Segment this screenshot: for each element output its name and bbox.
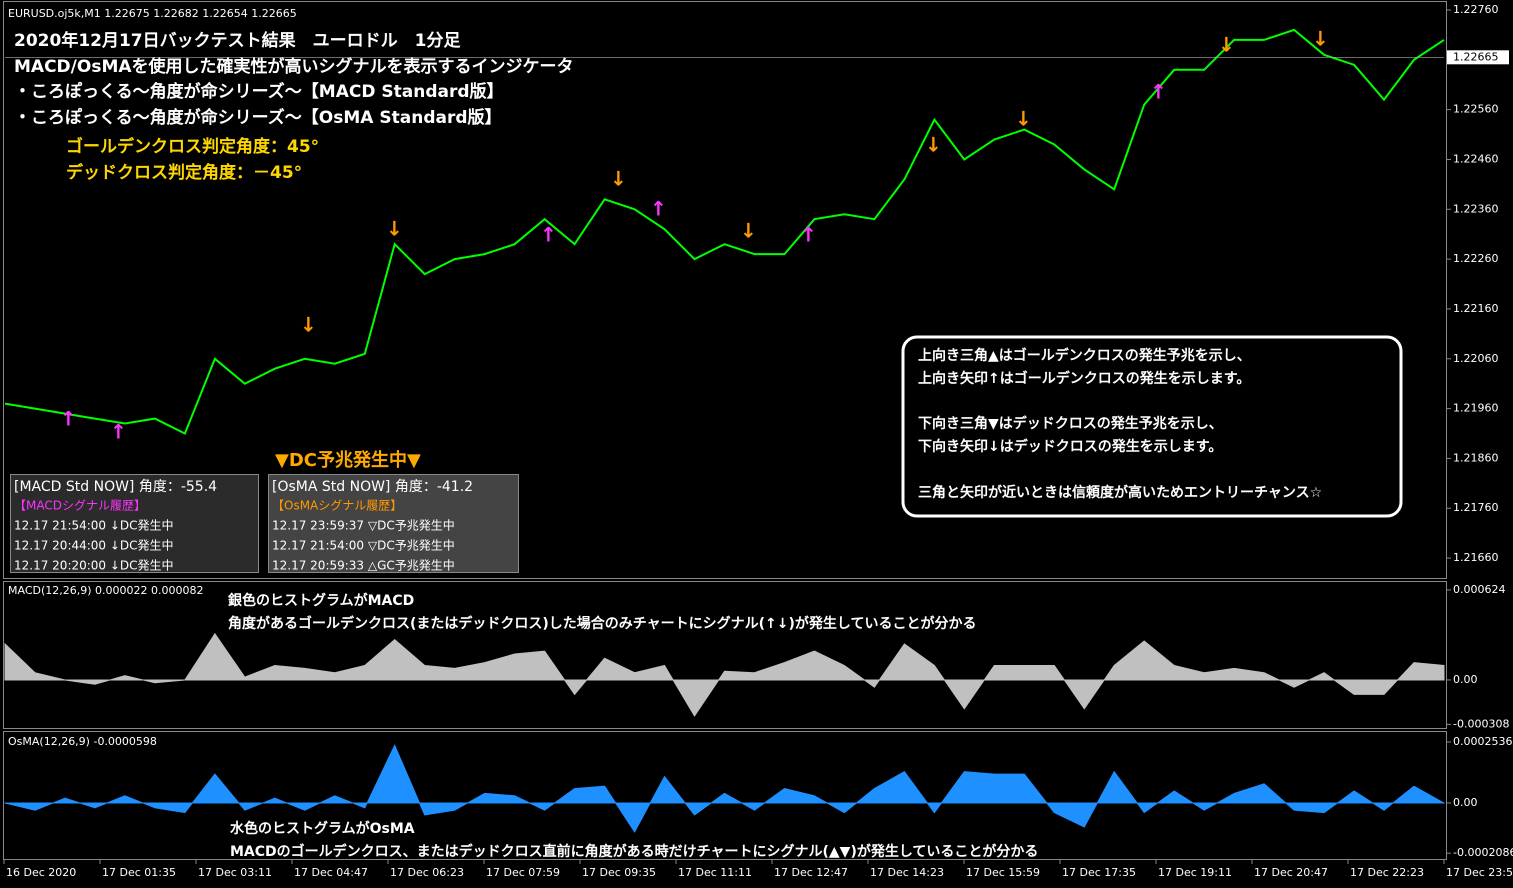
y-tick-label: 1.22160 xyxy=(1453,302,1499,315)
up-arrow: ↑ xyxy=(60,407,77,431)
info-row: 12.17 20:59:33 △GC予兆発生中 xyxy=(272,558,455,573)
panel-annotation: 水色のヒストグラムがOsMA xyxy=(230,820,415,837)
x-tick-label: 17 Dec 22:23 xyxy=(1350,866,1424,879)
x-tick-label: 17 Dec 06:23 xyxy=(390,866,464,879)
y-tick-label: 1.22760 xyxy=(1453,3,1499,16)
up-arrow: ↑ xyxy=(800,223,817,247)
y-tick-label: 1.22060 xyxy=(1453,352,1499,365)
x-tick-label: 17 Dec 23:5 xyxy=(1446,866,1513,879)
panel-annotation: 銀色のヒストグラムがMACD xyxy=(228,592,414,609)
angle-note: デッドクロス判定角度：－45° xyxy=(66,162,302,183)
down-arrow: ↓ xyxy=(740,219,757,243)
up-arrow: ↑ xyxy=(1150,80,1167,104)
panel-annotation: MACDのゴールデンクロス、またはデッドクロス直前に角度がある時だけチャートにシ… xyxy=(230,843,1038,860)
x-tick-label: 17 Dec 20:47 xyxy=(1254,866,1328,879)
x-tick-label: 17 Dec 01:35 xyxy=(102,866,176,879)
x-tick-label: 17 Dec 03:11 xyxy=(198,866,272,879)
down-arrow: ↓ xyxy=(610,167,627,191)
y-tick-label: 1.21960 xyxy=(1453,402,1499,415)
info-subheader: 【OsMAシグナル履歴】 xyxy=(272,499,402,513)
info-row: 12.17 20:20:00 ↓DC発生中 xyxy=(14,558,174,573)
info-header: [MACD Std NOW] 角度：-55.4 xyxy=(14,479,217,495)
panel-label: OsMA(12,26,9) -0.0000598 xyxy=(8,735,157,748)
y-tick-label: -0.0002086 xyxy=(1453,846,1513,859)
down-arrow: ↓ xyxy=(925,133,942,157)
x-tick-label: 17 Dec 17:35 xyxy=(1062,866,1136,879)
y-tick-label: 1.21660 xyxy=(1453,551,1499,564)
explanation-box xyxy=(901,335,1403,518)
signal-icons: ↑ ↑ ↓ ↓ ↑ ↓ ↑ ↓ ↑ ↓ ↓ ↑ ↓ ↓ xyxy=(60,27,1329,444)
up-arrow: ↑ xyxy=(110,420,127,444)
price-panel-frame xyxy=(3,1,1447,579)
explanation-line: 上向き矢印↑はゴールデンクロスの発生を示します。 xyxy=(918,370,1250,387)
info-row: 12.17 21:54:00 ↓DC発生中 xyxy=(14,518,174,533)
info-row: 12.17 21:54:00 ▽DC予兆発生中 xyxy=(272,538,455,553)
histogram xyxy=(4,632,1445,717)
y-tick-label: 0.00 xyxy=(1453,673,1478,686)
x-tick-label: 17 Dec 09:35 xyxy=(582,866,656,879)
x-tick-label: 17 Dec 12:47 xyxy=(774,866,848,879)
macd-info-box xyxy=(10,474,259,573)
x-tick-label: 16 Dec 2020 xyxy=(6,866,76,879)
x-tick-label: 17 Dec 19:11 xyxy=(1158,866,1232,879)
current-price-label: 1.22665 xyxy=(1453,50,1499,63)
panel-label: MACD(12,26,9) 0.000022 0.000082 xyxy=(8,584,204,597)
down-arrow: ↓ xyxy=(1218,33,1235,57)
down-arrow: ↓ xyxy=(386,217,403,241)
note-line: ・ころぽっくる～角度が命シリーズ～【OsMA Standard版】 xyxy=(14,107,502,128)
osma-panel-frame xyxy=(3,731,1447,860)
osma-info-box xyxy=(268,474,519,573)
symbol-header: EURUSD.oj5k,M1 1.22675 1.22682 1.22654 1… xyxy=(8,7,297,20)
y-tick-label: 0.000624 xyxy=(1453,583,1506,596)
y-tick-label: -0.000308 xyxy=(1453,717,1509,730)
explanation-line: 上向き三角▲はゴールデンクロスの発生予兆を示し、 xyxy=(918,347,1251,364)
x-tick-label: 17 Dec 11:11 xyxy=(678,866,752,879)
explanation-line: 三角と矢印が近いときは信頼度が高いためエントリーチャンス☆ xyxy=(918,484,1322,501)
panel-annotation: 角度があるゴールデンクロス(またはデッドクロス)した場合のみチャートにシグナル(… xyxy=(228,615,977,632)
down-arrow: ↓ xyxy=(1312,27,1329,51)
up-arrow: ↑ xyxy=(650,197,667,221)
price-line xyxy=(4,28,1445,435)
x-tick-label: 17 Dec 15:59 xyxy=(966,866,1040,879)
dc-banner: ▼DC予兆発生中▼ xyxy=(275,449,421,471)
down-arrow: ↓ xyxy=(1015,107,1032,131)
histogram xyxy=(4,744,1445,833)
plots: 1.22760 1.22560 1.22460 1.22360 1.22260 1.221… xyxy=(3,3,1513,879)
note-line: 2020年12月17日バックテスト結果 ユーロドル 1分足 xyxy=(14,30,460,51)
explanation-line: 下向き三角▼はデッドクロスの発生予兆を示し、 xyxy=(918,415,1223,432)
y-tick-label: 1.22460 xyxy=(1453,152,1499,165)
info-row: 12.17 20:44:00 ↓DC発生中 xyxy=(14,538,174,553)
current-price-tag xyxy=(1447,50,1509,65)
x-tick-label: 17 Dec 07:59 xyxy=(486,866,560,879)
y-tick-label: 1.22360 xyxy=(1453,202,1499,215)
x-tick-label: 17 Dec 14:23 xyxy=(870,866,944,879)
y-tick-label: 1.21860 xyxy=(1453,451,1499,464)
up-arrow: ↑ xyxy=(540,223,557,247)
y-tick-label: 1.21760 xyxy=(1453,501,1499,514)
explanation-line: 下向き矢印↓はデッドクロスの発生を示します。 xyxy=(918,438,1222,455)
info-subheader: 【MACDシグナル履歴】 xyxy=(14,499,146,513)
y-tick-label: 1.22260 xyxy=(1453,252,1499,265)
info-header: [OsMA Std NOW] 角度：-41.2 xyxy=(272,479,473,495)
info-row: 12.17 23:59:37 ▽DC予兆発生中 xyxy=(272,518,455,533)
macd-panel-frame xyxy=(3,581,1447,729)
y-tick-label: 0.0002536 xyxy=(1453,735,1513,748)
note-line: MACD/OsMAを使用した確実性が高いシグナルを表示するインジケータ xyxy=(14,56,574,77)
note-line: ・ころぽっくる～角度が命シリーズ～【MACD Standard版】 xyxy=(14,81,504,102)
x-tick-label: 17 Dec 04:47 xyxy=(294,866,368,879)
y-tick-label: 1.22560 xyxy=(1453,103,1499,116)
angle-note: ゴールデンクロス判定角度：45° xyxy=(66,136,319,157)
down-arrow: ↓ xyxy=(300,313,317,337)
y-tick-label: 0.00 xyxy=(1453,796,1478,809)
